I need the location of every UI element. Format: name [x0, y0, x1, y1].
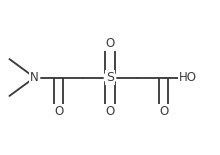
- Text: N: N: [30, 71, 39, 84]
- Text: S: S: [106, 71, 114, 84]
- Text: O: O: [105, 37, 115, 50]
- Text: O: O: [54, 105, 63, 118]
- Text: O: O: [159, 105, 168, 118]
- Text: O: O: [105, 105, 115, 118]
- Text: HO: HO: [179, 71, 197, 84]
